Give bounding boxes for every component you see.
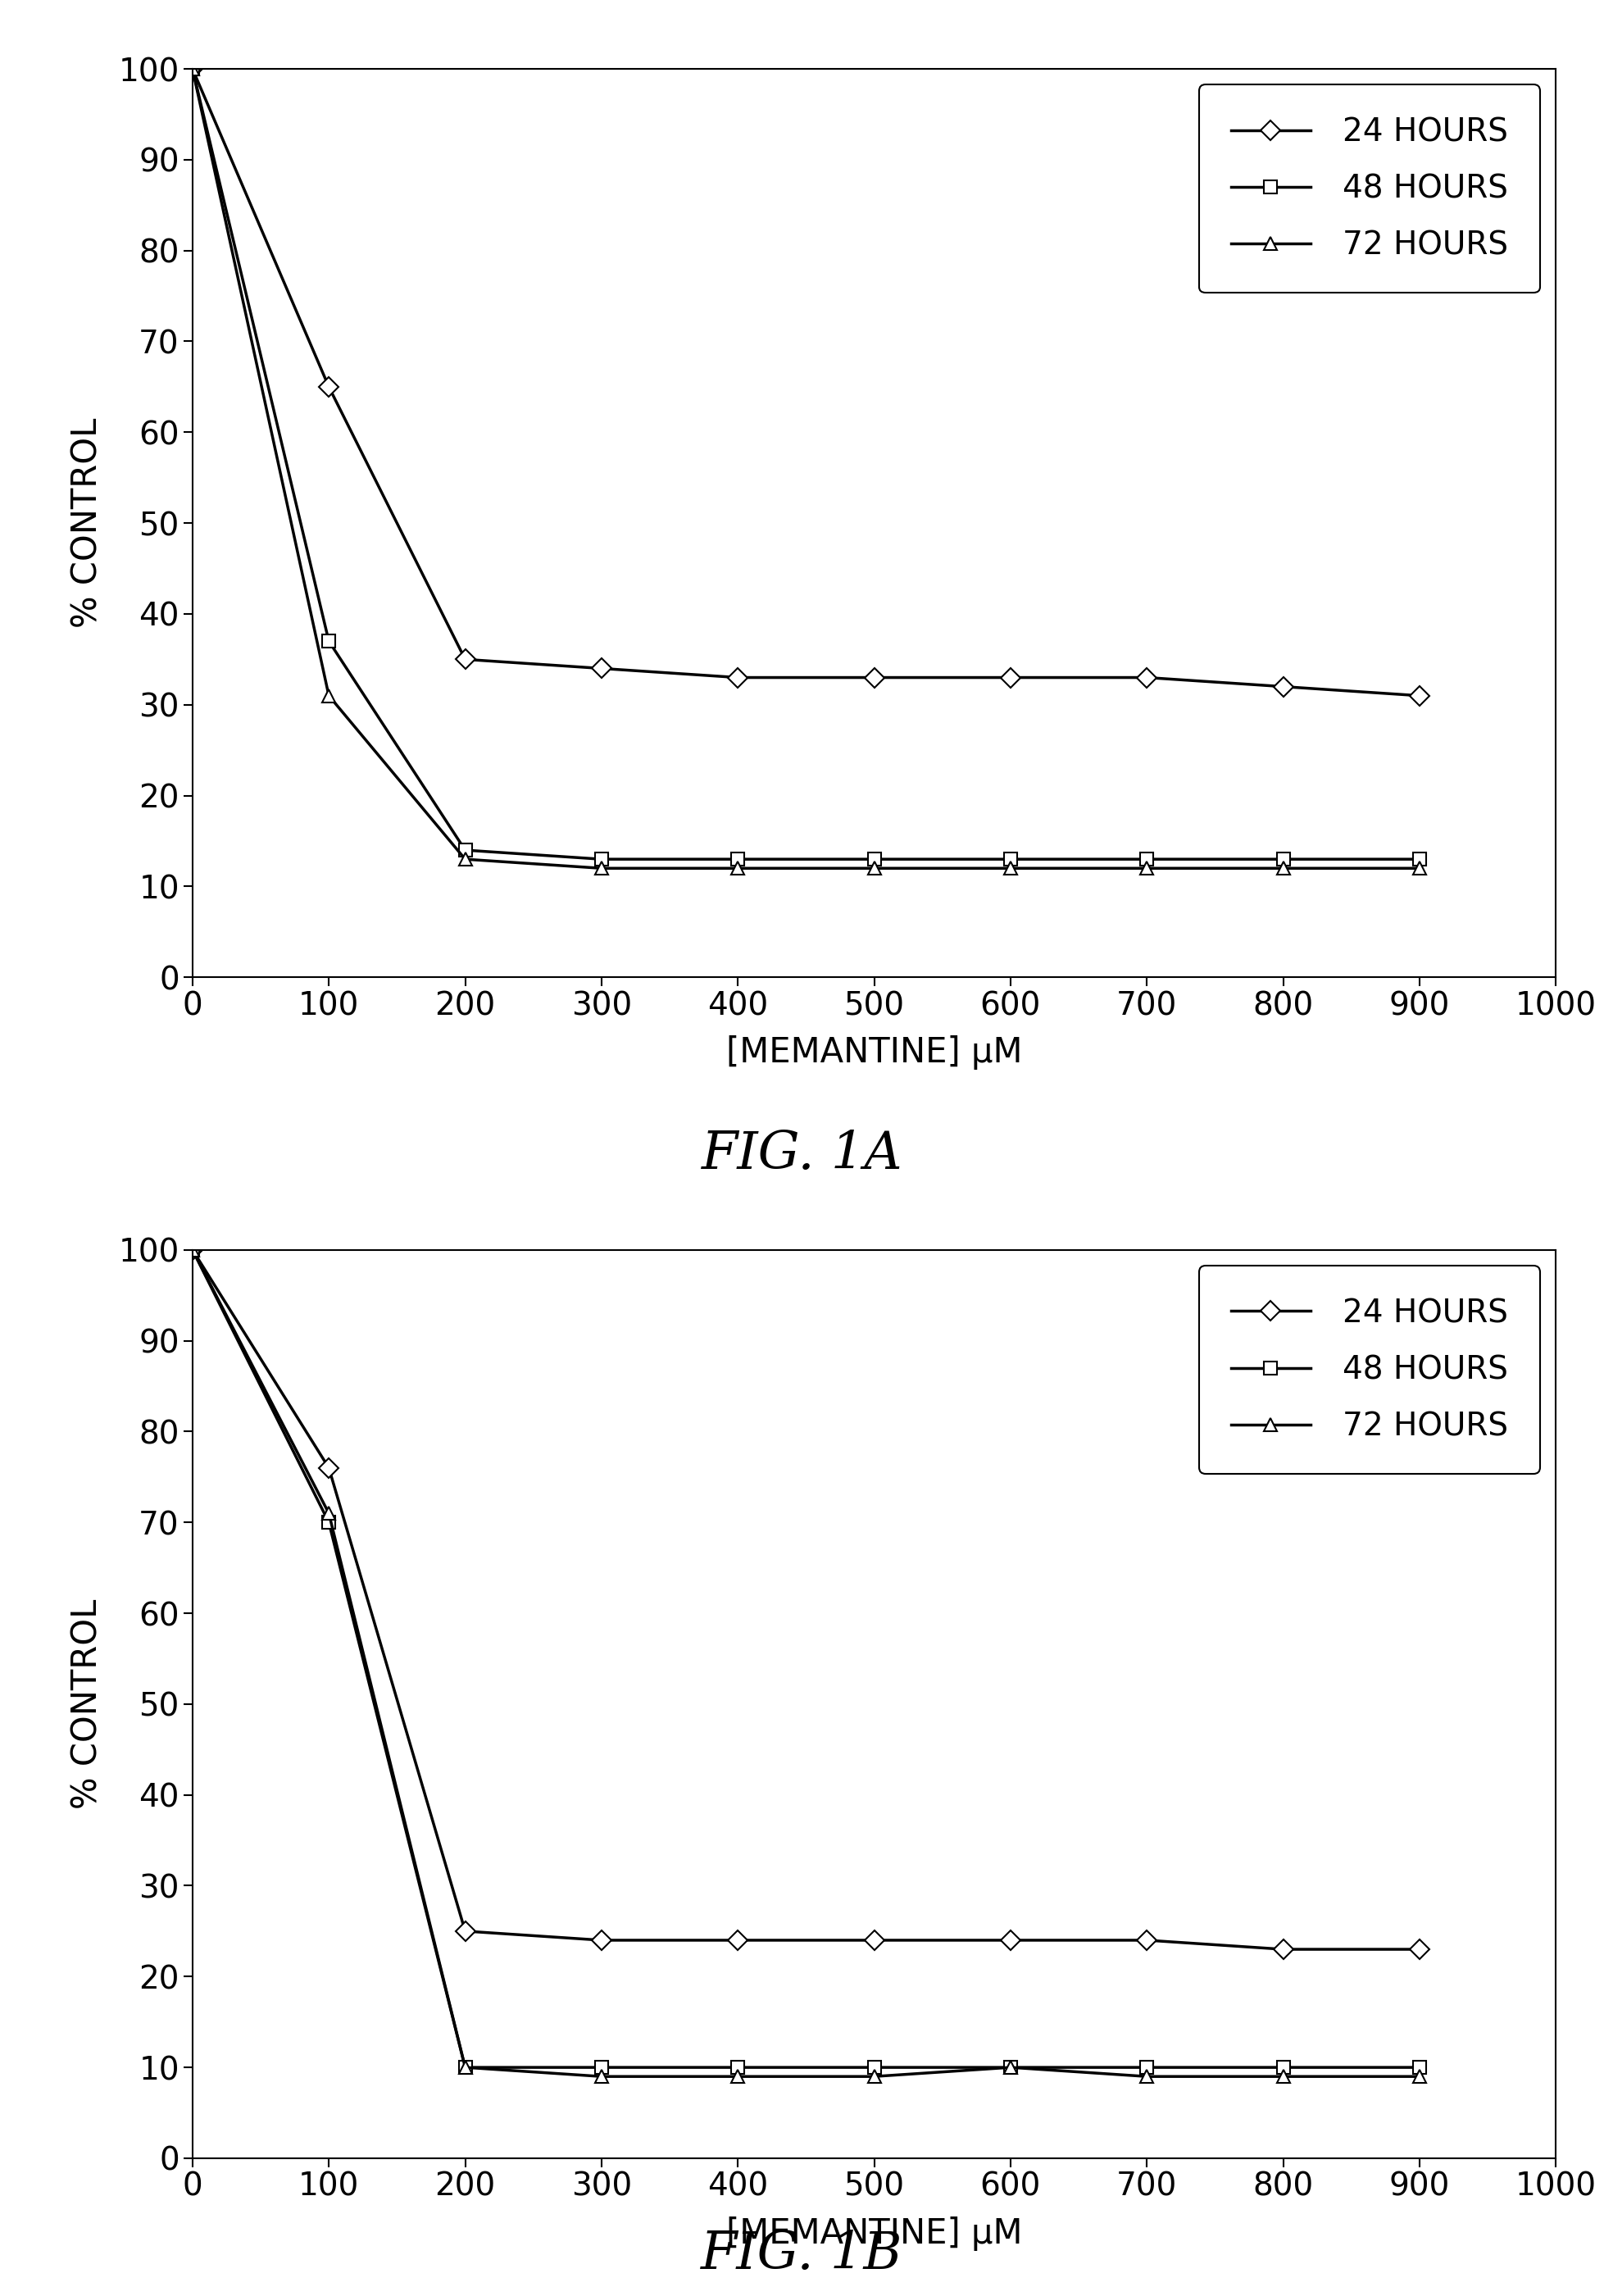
72 HOURS: [1410, 2062, 1429, 2089]
48 HOURS: [319, 1508, 338, 1536]
72 HOURS: [865, 854, 884, 882]
48 HOURS: [1001, 845, 1020, 872]
Line: 24 HOURS: 24 HOURS: [186, 1242, 1426, 1956]
48 HOURS: [592, 2053, 611, 2080]
72 HOURS: [592, 854, 611, 882]
24 HOURS: [183, 55, 202, 83]
24 HOURS: [728, 664, 747, 691]
72 HOURS: [183, 1235, 202, 1263]
24 HOURS: [319, 372, 338, 400]
48 HOURS: [865, 845, 884, 872]
24 HOURS: [1274, 673, 1293, 700]
X-axis label: [MEMANTINE] μM: [MEMANTINE] μM: [727, 1035, 1022, 1070]
Text: FIG. 1A: FIG. 1A: [701, 1130, 903, 1180]
72 HOURS: [1137, 2062, 1156, 2089]
72 HOURS: [319, 1499, 338, 1527]
Y-axis label: % CONTROL: % CONTROL: [71, 418, 104, 629]
48 HOURS: [1001, 2053, 1020, 2080]
24 HOURS: [592, 1926, 611, 1954]
24 HOURS: [865, 664, 884, 691]
24 HOURS: [865, 1926, 884, 1954]
24 HOURS: [456, 1917, 475, 1945]
72 HOURS: [183, 55, 202, 83]
24 HOURS: [1001, 1926, 1020, 1954]
72 HOURS: [456, 845, 475, 872]
72 HOURS: [1001, 854, 1020, 882]
24 HOURS: [1274, 1936, 1293, 1963]
48 HOURS: [1274, 845, 1293, 872]
Legend: 24 HOURS, 48 HOURS, 72 HOURS: 24 HOURS, 48 HOURS, 72 HOURS: [1200, 85, 1540, 294]
72 HOURS: [728, 2062, 747, 2089]
48 HOURS: [183, 55, 202, 83]
72 HOURS: [1001, 2053, 1020, 2080]
72 HOURS: [592, 2062, 611, 2089]
X-axis label: [MEMANTINE] μM: [MEMANTINE] μM: [727, 2216, 1022, 2250]
Line: 72 HOURS: 72 HOURS: [186, 1242, 1426, 2082]
72 HOURS: [1274, 854, 1293, 882]
24 HOURS: [728, 1926, 747, 1954]
72 HOURS: [1274, 2062, 1293, 2089]
48 HOURS: [456, 836, 475, 863]
48 HOURS: [183, 1235, 202, 1263]
24 HOURS: [1001, 664, 1020, 691]
72 HOURS: [456, 2053, 475, 2080]
24 HOURS: [1137, 1926, 1156, 1954]
48 HOURS: [592, 845, 611, 872]
48 HOURS: [728, 2053, 747, 2080]
48 HOURS: [456, 2053, 475, 2080]
48 HOURS: [728, 845, 747, 872]
48 HOURS: [1410, 2053, 1429, 2080]
24 HOURS: [592, 654, 611, 682]
48 HOURS: [1410, 845, 1429, 872]
24 HOURS: [456, 645, 475, 673]
48 HOURS: [1274, 2053, 1293, 2080]
Line: 24 HOURS: 24 HOURS: [186, 62, 1426, 703]
Legend: 24 HOURS, 48 HOURS, 72 HOURS: 24 HOURS, 48 HOURS, 72 HOURS: [1200, 1265, 1540, 1474]
48 HOURS: [865, 2053, 884, 2080]
24 HOURS: [183, 1235, 202, 1263]
72 HOURS: [865, 2062, 884, 2089]
Line: 72 HOURS: 72 HOURS: [186, 62, 1426, 875]
24 HOURS: [1137, 664, 1156, 691]
24 HOURS: [1410, 682, 1429, 709]
48 HOURS: [319, 627, 338, 654]
Line: 48 HOURS: 48 HOURS: [186, 1242, 1426, 2073]
72 HOURS: [728, 854, 747, 882]
72 HOURS: [1137, 854, 1156, 882]
Y-axis label: % CONTROL: % CONTROL: [71, 1598, 104, 1809]
72 HOURS: [319, 682, 338, 709]
24 HOURS: [1410, 1936, 1429, 1963]
48 HOURS: [1137, 845, 1156, 872]
72 HOURS: [1410, 854, 1429, 882]
Line: 48 HOURS: 48 HOURS: [186, 62, 1426, 866]
24 HOURS: [319, 1453, 338, 1481]
Text: FIG. 1B: FIG. 1B: [701, 2229, 903, 2280]
48 HOURS: [1137, 2053, 1156, 2080]
